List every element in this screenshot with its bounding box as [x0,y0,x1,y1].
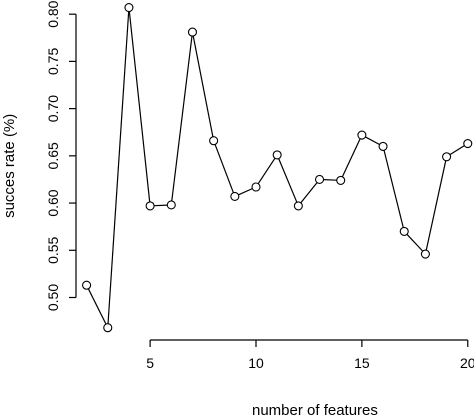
series-line-segment [406,233,424,252]
data-point [82,280,92,290]
data-point [378,141,388,151]
data-point [420,249,430,259]
y-axis-title: succes rate (%) [1,114,18,218]
data-point [124,3,134,13]
data-point [272,150,282,160]
data-point [187,27,198,37]
y-tick-label: 0.60 [45,189,61,216]
series-line-segment [214,144,234,193]
series-line-segment [365,136,380,146]
y-tick-label: 0.75 [45,48,61,75]
series-line-segment [192,35,214,137]
data-point [145,201,155,211]
data-point [166,200,176,210]
y-tick-label: 0.70 [45,95,61,122]
data-point [103,323,113,333]
x-axis-ticks: 5 10 15 20 [146,340,474,371]
data-point [336,175,346,185]
data-point [209,136,219,146]
series-line-segment [171,36,193,202]
series-line-segment [383,150,404,228]
x-axis-title: number of features [252,402,378,419]
data-point [314,174,325,184]
data-point [357,130,367,140]
series-line-segment [257,157,276,184]
series-line-segment [425,160,447,251]
series-layer [82,3,473,333]
y-tick-label: 0.65 [45,142,61,169]
y-axis-ticks: 0.50 0.55 0.60 0.65 0.70 0.75 0.80 [45,0,76,311]
series-line-segment [87,288,107,325]
data-point [399,226,409,236]
y-tick-label: 0.55 [45,236,61,263]
data-point [230,191,240,201]
data-point [463,139,473,149]
series-line-segment [278,158,298,203]
y-tick-label: 0.80 [45,0,61,27]
series-line-segment [323,179,337,181]
y-tick-label: 0.50 [45,284,61,311]
data-point [251,182,261,192]
series-line-segment [238,188,253,196]
x-tick-label: 5 [146,355,154,371]
series-line-segment [449,145,465,156]
series-line-segment [128,11,151,202]
series-line-segment [341,138,361,178]
x-tick-label: 20 [460,355,474,371]
data-point [293,201,303,211]
data-point [442,152,452,162]
x-tick-label: 15 [354,355,370,371]
x-tick-label: 10 [248,355,264,371]
series-line-segment [300,182,318,204]
series-line-segment [154,204,168,207]
series-line-segment [107,11,130,324]
